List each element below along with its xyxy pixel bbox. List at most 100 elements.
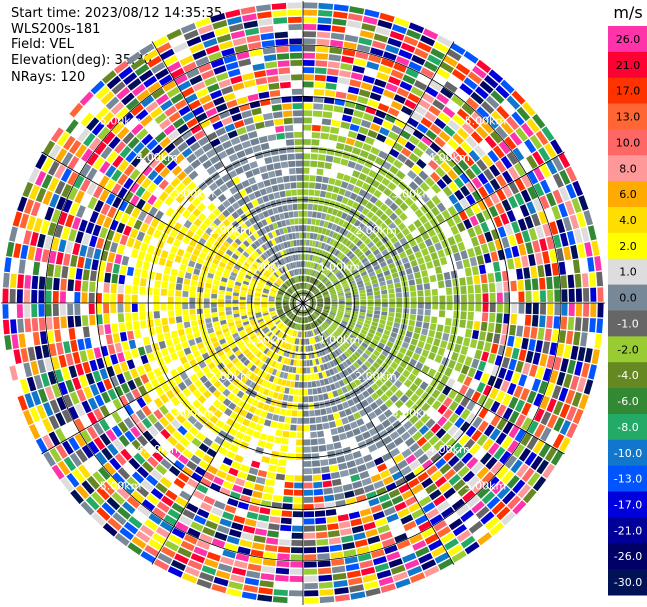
- range-gate: [323, 487, 334, 495]
- range-gate: [294, 146, 303, 153]
- range-gate: [123, 225, 132, 236]
- range-gate: [307, 323, 311, 330]
- range-gate: [265, 330, 271, 336]
- range-gate: [170, 245, 178, 254]
- range-gate: [321, 466, 330, 474]
- range-gate: [408, 319, 416, 327]
- range-gate: [495, 202, 505, 215]
- range-gate: [179, 264, 187, 272]
- range-gate: [518, 303, 525, 314]
- range-gate: [497, 485, 511, 500]
- range-gate: [285, 281, 291, 287]
- range-gate: [370, 473, 382, 483]
- range-gate: [337, 347, 343, 354]
- range-gate: [42, 418, 54, 433]
- range-gate: [278, 332, 284, 338]
- range-gate: [321, 386, 327, 393]
- range-gate: [131, 439, 143, 452]
- range-gate: [436, 178, 447, 190]
- range-gate: [156, 42, 172, 54]
- range-gate: [400, 514, 414, 525]
- range-gate: [329, 544, 343, 552]
- range-gate: [254, 309, 261, 314]
- range-gate: [87, 397, 98, 411]
- range-gate: [285, 380, 291, 387]
- range-gate: [319, 265, 324, 272]
- range-gate: [347, 336, 355, 343]
- range-gate: [561, 303, 568, 316]
- range-gate: [496, 188, 507, 201]
- range-gate: [254, 328, 261, 334]
- range-gate: [325, 82, 337, 90]
- range-gate: [267, 75, 279, 83]
- range-gate: [375, 252, 383, 260]
- range-gate: [329, 246, 335, 254]
- range-gate: [331, 299, 338, 302]
- range-gate: [268, 266, 274, 273]
- range-gate: [52, 304, 59, 317]
- range-gate: [189, 224, 198, 233]
- range-gate: [356, 348, 364, 355]
- range-gate: [361, 515, 374, 524]
- range-gate: [216, 524, 230, 535]
- range-gate: [339, 70, 352, 78]
- range-gate: [229, 491, 241, 500]
- range-gate: [127, 379, 137, 391]
- range-gate: [154, 280, 161, 288]
- range-gate: [378, 366, 386, 374]
- range-gate: [274, 385, 281, 392]
- range-gate: [48, 250, 57, 264]
- range-gate: [248, 256, 255, 263]
- range-gate: [261, 456, 271, 464]
- range-gate: [339, 235, 345, 243]
- range-gate: [369, 365, 377, 373]
- range-gate: [423, 430, 435, 441]
- range-gate: [147, 352, 156, 362]
- range-gate: [335, 373, 342, 381]
- range-gate: [260, 32, 275, 41]
- range-gate: [234, 285, 241, 290]
- range-gate: [346, 250, 353, 257]
- range-gate: [138, 385, 148, 396]
- range-gate: [310, 431, 318, 438]
- range-gate: [169, 148, 181, 159]
- range-gate: [387, 283, 394, 290]
- range-gate: [150, 107, 163, 119]
- range-gate: [280, 324, 285, 330]
- range-gate: [346, 231, 353, 239]
- range-gate: [264, 544, 278, 552]
- range-gate: [111, 491, 125, 505]
- range-gate: [239, 464, 250, 473]
- range-gate: [211, 289, 218, 294]
- range-gate: [308, 276, 312, 283]
- range-gate: [287, 2, 302, 9]
- range-gate: [129, 228, 139, 239]
- range-gate: [94, 141, 107, 156]
- range-gate: [17, 395, 28, 411]
- range-gate: [356, 418, 365, 427]
- range-gate: [401, 489, 414, 500]
- range-gate: [303, 374, 308, 381]
- range-gate: [222, 218, 231, 227]
- range-gate: [255, 290, 262, 294]
- range-gate: [342, 48, 356, 57]
- range-gate: [107, 388, 118, 401]
- range-gate: [245, 228, 252, 236]
- range-gate: [340, 322, 347, 328]
- range-gate: [359, 424, 368, 433]
- range-gate: [534, 423, 546, 438]
- range-gate: [319, 190, 327, 198]
- range-gate: [275, 298, 282, 301]
- range-gate: [336, 328, 343, 334]
- range-gate: [250, 549, 264, 558]
- range-gate: [345, 384, 353, 392]
- range-gate: [273, 272, 279, 278]
- range-gate: [320, 132, 330, 140]
- range-gate: [532, 198, 543, 212]
- range-gate: [406, 29, 422, 40]
- range-gate: [254, 339, 261, 346]
- range-gate: [435, 331, 443, 340]
- range-gate: [213, 217, 222, 226]
- range-gate: [177, 425, 188, 436]
- range-gate: [532, 303, 539, 315]
